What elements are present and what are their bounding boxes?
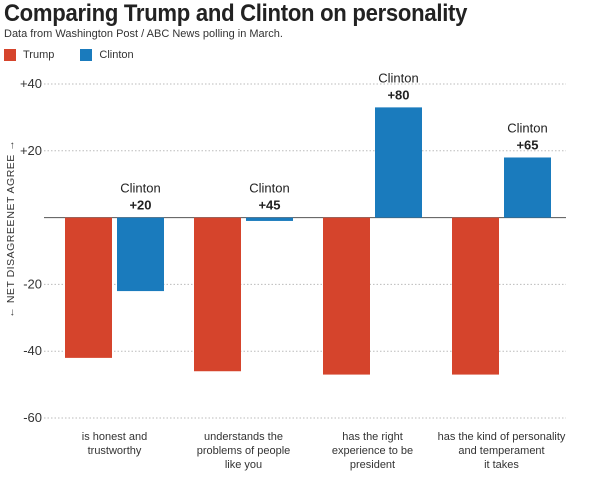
bar-clinton [504, 157, 551, 218]
category-label-line: it takes [484, 459, 519, 471]
y-tick-label: +40 [20, 76, 42, 91]
category-label-line: and temperament [458, 445, 544, 457]
bar-clinton [117, 217, 164, 292]
annotation-name: Clinton [507, 120, 547, 135]
y-tick-label: -40 [23, 343, 42, 358]
category-label: has the kind of personality and temperame… [438, 431, 566, 471]
category-label-line: understands the [204, 431, 283, 443]
bar-clinton [246, 217, 293, 221]
chart-title: Comparing Trump and Clinton on personali… [4, 0, 468, 27]
category-label: is honest and trustworthy [82, 431, 147, 457]
legend-item-clinton: Clinton [80, 49, 134, 61]
legend-swatch-clinton [80, 49, 93, 61]
y-tick-label: -20 [23, 276, 42, 291]
category-label-line: problems of people [197, 445, 291, 457]
bar-trump [452, 217, 499, 375]
annotation-value: +65 [516, 137, 538, 152]
y-tick-label: -60 [23, 410, 42, 425]
category-label-line: has the kind of personality [438, 431, 566, 443]
legend-item-trump: Trump [4, 49, 54, 61]
category-label: understands the problems of people like yo… [197, 431, 291, 471]
annotation-name: Clinton [249, 181, 289, 196]
category-label-line: president [350, 459, 395, 471]
y-axis-label-agree: NET AGREE → [5, 140, 17, 219]
bar-trump [323, 217, 370, 375]
category-label-line: has the right [342, 431, 403, 443]
y-tick-label: +20 [20, 143, 42, 158]
legend-label-clinton: Clinton [99, 49, 134, 61]
category-label-line: is honest and [82, 431, 147, 443]
legend: Trump Clinton [4, 49, 160, 61]
legend-label-trump: Trump [23, 49, 55, 61]
category-label-line: experience to be [332, 445, 413, 457]
annotation-name: Clinton [378, 70, 418, 85]
category-label: has the right experience to be president [332, 431, 413, 471]
category-label-line: like you [225, 459, 262, 471]
bar-clinton [375, 107, 422, 218]
bar-trump [194, 217, 241, 372]
annotation-value: +45 [258, 198, 280, 213]
bar-trump [65, 217, 112, 358]
annotation-name: Clinton [120, 181, 160, 196]
annotation-value: +80 [387, 87, 409, 102]
chart-subtitle: Data from Washington Post / ABC News pol… [4, 28, 283, 40]
legend-swatch-trump [4, 49, 16, 61]
y-axis-label-disagree: ← NET DISAGREE [5, 219, 17, 317]
annotation-value: +20 [129, 198, 151, 213]
category-label-line: trustworthy [88, 445, 142, 457]
